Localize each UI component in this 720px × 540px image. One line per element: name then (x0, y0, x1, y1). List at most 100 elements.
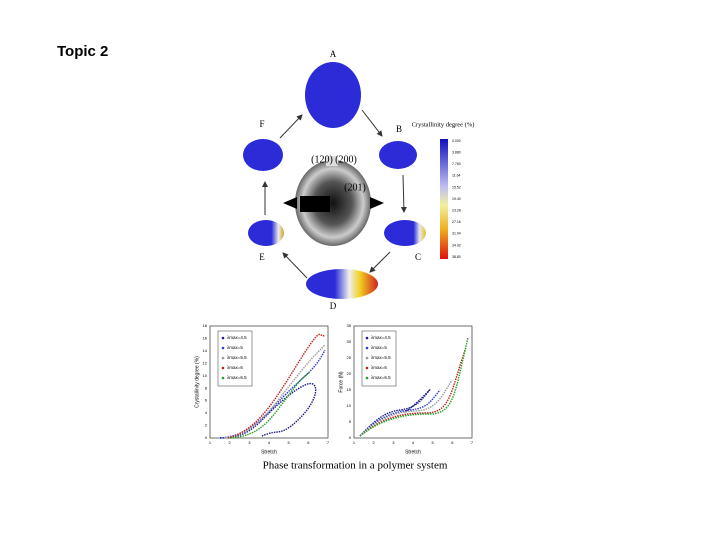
state-label: F (259, 119, 264, 129)
colorbar-tick-label: 11.64 (452, 174, 461, 178)
y-tick-label: 0 (205, 435, 208, 440)
x-tick-label: 3 (248, 440, 251, 445)
cycle-diagram (243, 62, 426, 299)
x-tick-label: 7 (471, 440, 474, 445)
x-tick-label: 5 (432, 440, 435, 445)
legend-entry: λmax=6 (371, 365, 387, 370)
legend-marker (221, 336, 225, 340)
y-tick-label: 35 (347, 323, 352, 328)
plot-frame (353, 325, 473, 439)
y-tick-label: 30 (347, 339, 352, 344)
y-axis-label: Crystallinity degree (%) (194, 356, 200, 408)
state-b (379, 141, 417, 169)
legend-marker (365, 356, 369, 360)
y-tick-label: 25 (347, 355, 352, 360)
curve (219, 382, 317, 439)
state-label: C (415, 252, 421, 262)
x-tick-label: 1 (353, 440, 356, 445)
colorbar-tick-label: 3.880 (452, 151, 461, 155)
x-tick-label: 5 (288, 440, 291, 445)
y-tick-label: 15 (347, 387, 352, 392)
legend-marker (221, 376, 225, 380)
reflection-label: (120) (311, 154, 333, 165)
state-f (243, 139, 283, 171)
legend-entry: λmax=5.5 (371, 355, 391, 360)
plot-frame (209, 325, 329, 439)
state-label: A (330, 49, 337, 59)
legend-marker (221, 366, 225, 370)
colorbar-tick-label: 0.000 (452, 139, 461, 143)
y-tick-label: 2 (205, 423, 208, 428)
legend-entry: λmax=4.5 (227, 335, 247, 340)
legend-entry: λmax=4.5 (371, 335, 391, 340)
reflection-label: (200) (335, 154, 357, 165)
y-tick-label: 0 (349, 435, 352, 440)
x-axis-label: Stretch (405, 449, 421, 455)
plot: 0 5 10 15 20 25 30 35 1 2 3 4 5 6 7 Stretch Force (N) λma… (338, 323, 474, 455)
legend-marker (221, 356, 225, 360)
legend-entry: λmax=5 (371, 345, 387, 350)
y-tick-label: 10 (347, 403, 352, 408)
legend-entry: λmax=5 (227, 345, 243, 350)
colorbar-tick-label: 27.16 (452, 220, 461, 224)
y-tick-label: 8 (205, 385, 208, 390)
arrows (262, 109, 407, 279)
colorbar-tick-label: 38.80 (452, 255, 461, 259)
state-label: B (396, 124, 402, 134)
y-tick-label: 12 (203, 360, 208, 365)
colorbar-tick-label: 7.760 (452, 162, 461, 166)
colorbar-tick-label: 19.40 (452, 197, 461, 201)
y-tick-label: 20 (347, 371, 352, 376)
y-tick-label: 6 (205, 398, 208, 403)
x-tick-label: 6 (307, 440, 310, 445)
y-tick-label: 16 (203, 336, 208, 341)
y-tick-label: 10 (203, 373, 208, 378)
y-tick-label: 4 (205, 410, 208, 415)
legend-marker (365, 366, 369, 370)
colorbar-title: Crystallinity degree (%) (412, 121, 475, 128)
reflection-label: (201) (344, 182, 366, 193)
state-a (305, 62, 361, 128)
y-axis-label: Force (N) (338, 371, 344, 392)
colorbar-tick-label: 34.92 (452, 243, 461, 247)
scattering-pattern (283, 156, 384, 246)
curve (224, 344, 326, 439)
state-label: D (330, 301, 337, 311)
legend-entry: λmax=6.5 (371, 375, 391, 380)
slide-title: Topic 2 (57, 43, 109, 60)
x-tick-label: 1 (209, 440, 212, 445)
x-tick-label: 3 (392, 440, 395, 445)
curve (227, 333, 326, 439)
legend-entry: λmax=6.5 (227, 375, 247, 380)
legend-marker (365, 376, 369, 380)
y-tick-label: 5 (349, 419, 352, 424)
legend-marker (365, 336, 369, 340)
colorbar-tick-label: 15.52 (452, 185, 461, 189)
x-axis-label: Stretch (261, 449, 277, 455)
legend-marker (221, 346, 225, 350)
state-e (248, 220, 284, 246)
legend-marker (365, 346, 369, 350)
x-tick-label: 4 (268, 440, 271, 445)
colorbar-tick-label: 23.28 (452, 209, 461, 213)
x-tick-label: 2 (229, 440, 232, 445)
curve (229, 371, 311, 439)
legend-entry: λmax=5.5 (227, 355, 247, 360)
curve (359, 389, 441, 437)
legend-entry: λmax=6 (227, 365, 243, 370)
state-label: E (259, 252, 265, 262)
colorbar (440, 139, 448, 259)
x-tick-label: 7 (327, 440, 330, 445)
y-tick-label: 14 (203, 348, 208, 353)
state-d (306, 269, 378, 299)
y-tick-label: 18 (203, 323, 208, 328)
figure-caption: Phase transformation in a polymer system (263, 460, 448, 472)
state-c (384, 220, 426, 246)
curve (359, 349, 466, 437)
curve (359, 379, 453, 437)
x-tick-label: 4 (412, 440, 415, 445)
colorbar-tick-label: 31.04 (452, 232, 461, 236)
